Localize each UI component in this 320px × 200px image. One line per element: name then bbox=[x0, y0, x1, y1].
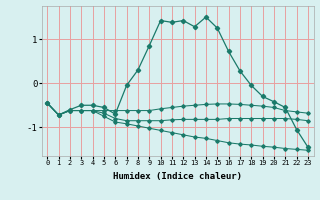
X-axis label: Humidex (Indice chaleur): Humidex (Indice chaleur) bbox=[113, 172, 242, 181]
